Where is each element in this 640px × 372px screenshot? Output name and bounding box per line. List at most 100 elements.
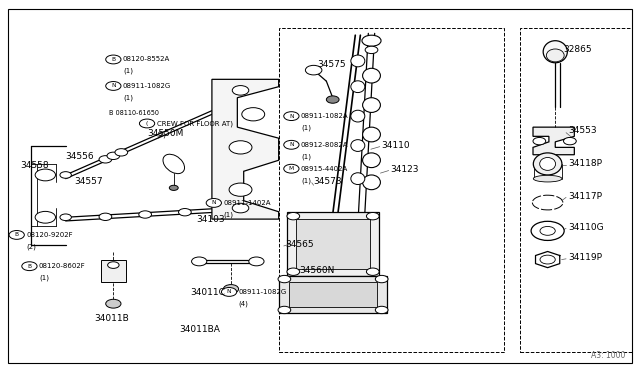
- Ellipse shape: [351, 173, 365, 185]
- Circle shape: [99, 155, 112, 163]
- Text: (1): (1): [123, 68, 133, 74]
- Text: B: B: [15, 232, 19, 237]
- Text: 34556: 34556: [66, 152, 94, 161]
- Bar: [296, 219, 369, 269]
- Text: M: M: [289, 166, 294, 171]
- Circle shape: [140, 119, 155, 128]
- Ellipse shape: [540, 157, 556, 170]
- Circle shape: [22, 262, 37, 270]
- Text: (1): (1): [301, 125, 311, 131]
- Text: 08911-1082A: 08911-1082A: [301, 113, 349, 119]
- Circle shape: [139, 211, 152, 218]
- Ellipse shape: [351, 55, 365, 67]
- Circle shape: [287, 212, 300, 220]
- Ellipse shape: [363, 68, 380, 83]
- Text: 34110G: 34110G: [568, 223, 604, 232]
- Circle shape: [278, 275, 291, 283]
- Text: 34573: 34573: [314, 177, 342, 186]
- Circle shape: [221, 288, 237, 296]
- Text: 34550M: 34550M: [147, 129, 184, 138]
- Text: 34110: 34110: [381, 141, 410, 150]
- Text: 34560N: 34560N: [300, 266, 335, 275]
- Bar: [289, 282, 377, 307]
- Text: (1): (1): [39, 275, 49, 281]
- Text: (1): (1): [123, 94, 133, 101]
- Text: (4): (4): [239, 301, 248, 307]
- Text: 08120-8602F: 08120-8602F: [39, 263, 86, 269]
- Ellipse shape: [543, 41, 567, 63]
- Circle shape: [223, 285, 239, 294]
- Text: 34565: 34565: [285, 240, 314, 249]
- Circle shape: [540, 227, 556, 235]
- Circle shape: [179, 209, 191, 216]
- Circle shape: [106, 55, 121, 64]
- Circle shape: [35, 211, 56, 223]
- Polygon shape: [212, 79, 278, 219]
- Text: N: N: [227, 289, 231, 294]
- Circle shape: [170, 185, 178, 190]
- Circle shape: [206, 199, 221, 207]
- Text: 32865: 32865: [563, 45, 591, 54]
- Circle shape: [60, 171, 72, 178]
- Circle shape: [60, 214, 72, 221]
- Circle shape: [232, 203, 249, 213]
- Circle shape: [191, 257, 207, 266]
- Text: 34011B: 34011B: [94, 314, 129, 323]
- Circle shape: [35, 169, 56, 181]
- Text: 34011BA: 34011BA: [179, 325, 220, 334]
- Circle shape: [229, 141, 252, 154]
- Ellipse shape: [363, 127, 380, 142]
- Ellipse shape: [363, 153, 380, 168]
- Bar: [279, 276, 387, 313]
- Text: 34119P: 34119P: [568, 253, 602, 262]
- Circle shape: [365, 46, 378, 54]
- Ellipse shape: [547, 49, 564, 62]
- Text: 08911-1082G: 08911-1082G: [123, 83, 171, 89]
- Text: 08912-8082A: 08912-8082A: [301, 142, 348, 148]
- Ellipse shape: [363, 98, 380, 112]
- Bar: [100, 260, 126, 282]
- Text: N: N: [212, 201, 216, 205]
- Circle shape: [533, 137, 546, 145]
- Text: B: B: [111, 57, 115, 62]
- Circle shape: [287, 268, 300, 275]
- Text: 34103: 34103: [196, 215, 225, 224]
- Text: (1): (1): [223, 211, 234, 218]
- Text: 34117P: 34117P: [568, 192, 602, 201]
- Circle shape: [242, 108, 265, 121]
- Text: 34558: 34558: [20, 161, 49, 170]
- Ellipse shape: [533, 175, 562, 182]
- Circle shape: [540, 255, 556, 264]
- Circle shape: [99, 213, 112, 221]
- Circle shape: [284, 112, 299, 121]
- Text: CREW FOR FLOOR AT): CREW FOR FLOOR AT): [157, 120, 232, 127]
- Circle shape: [375, 306, 388, 314]
- Circle shape: [107, 152, 120, 160]
- Bar: [520, 28, 632, 352]
- Text: (2): (2): [26, 243, 36, 250]
- Text: 34553: 34553: [568, 126, 596, 135]
- Circle shape: [367, 212, 379, 220]
- Circle shape: [106, 299, 121, 308]
- Text: 34118P: 34118P: [568, 160, 602, 169]
- Text: 34557: 34557: [74, 177, 102, 186]
- Bar: [278, 28, 504, 352]
- Text: 08911-1082G: 08911-1082G: [239, 289, 287, 295]
- Text: 34011C: 34011C: [190, 288, 225, 297]
- Text: 34575: 34575: [317, 60, 346, 69]
- Text: B: B: [28, 264, 31, 269]
- Text: (1): (1): [301, 177, 311, 184]
- Text: A3: 1000: A3: 1000: [591, 351, 625, 360]
- Polygon shape: [533, 127, 574, 155]
- Circle shape: [278, 306, 291, 314]
- Text: 08120-9202F: 08120-9202F: [26, 232, 73, 238]
- Circle shape: [284, 164, 299, 173]
- Text: N: N: [289, 113, 294, 119]
- Text: (1): (1): [301, 153, 311, 160]
- Circle shape: [564, 137, 576, 145]
- Circle shape: [326, 96, 339, 103]
- Circle shape: [284, 140, 299, 149]
- Ellipse shape: [351, 81, 365, 93]
- Circle shape: [9, 231, 24, 239]
- Ellipse shape: [363, 175, 380, 190]
